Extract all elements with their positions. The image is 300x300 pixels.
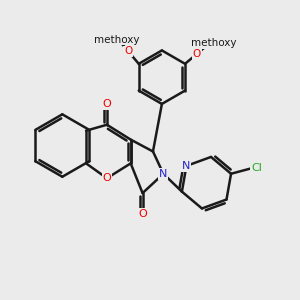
Text: O: O: [103, 173, 111, 183]
Text: Cl: Cl: [251, 164, 262, 173]
Text: methoxy: methoxy: [94, 34, 140, 45]
Text: methoxy: methoxy: [116, 33, 123, 34]
Text: O: O: [124, 46, 132, 56]
Text: O: O: [193, 49, 201, 59]
Text: O: O: [103, 99, 111, 109]
Text: methoxy: methoxy: [115, 35, 121, 36]
Text: methoxy: methoxy: [191, 38, 236, 48]
Text: N: N: [159, 169, 168, 179]
Text: O: O: [138, 209, 147, 219]
Text: methoxy: methoxy: [116, 40, 123, 42]
Text: N: N: [182, 161, 190, 171]
